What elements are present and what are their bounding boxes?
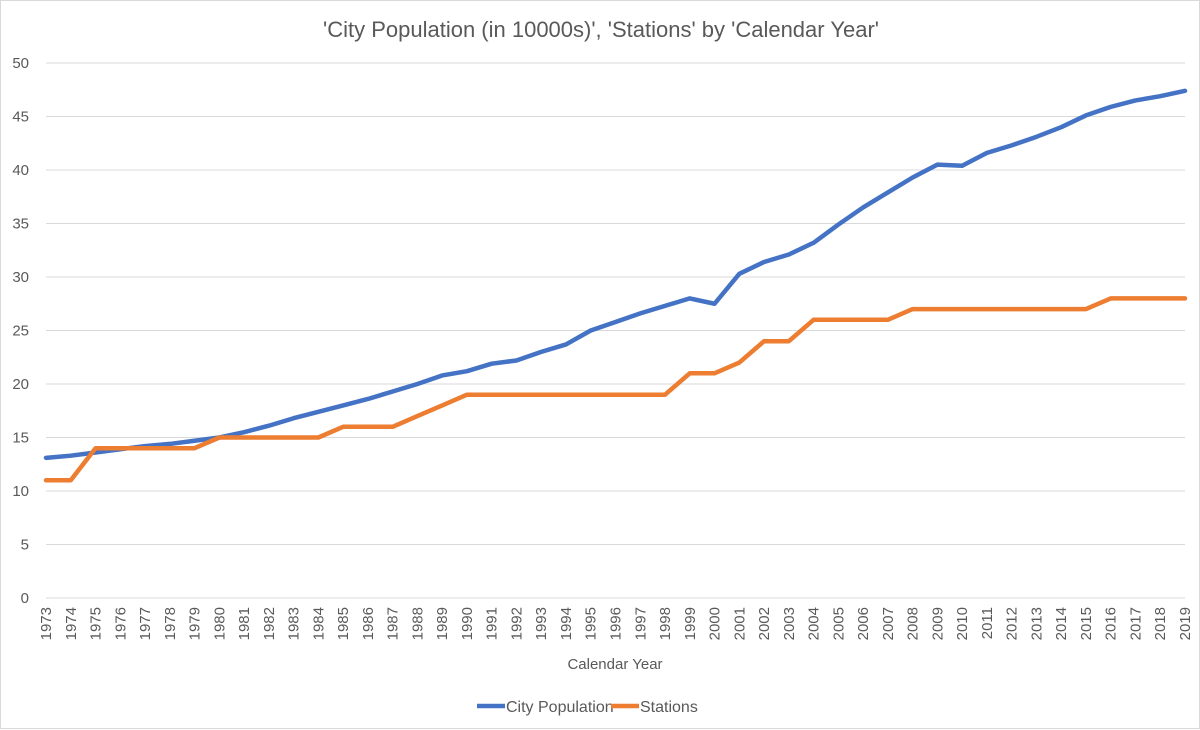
x-tick-label: 2014 xyxy=(1053,607,1070,640)
x-tick-label: 1997 xyxy=(632,607,649,640)
x-tick-label: 2000 xyxy=(707,607,724,640)
x-tick-label: 1999 xyxy=(682,607,699,640)
x-tick-label: 1995 xyxy=(583,607,600,640)
x-tick-label: 1996 xyxy=(608,607,625,640)
x-tick-label: 1993 xyxy=(533,607,550,640)
x-tick-label: 2011 xyxy=(979,607,996,639)
gridlines xyxy=(46,62,1185,599)
legend-label: Stations xyxy=(640,699,698,716)
x-tick-label: 1974 xyxy=(63,607,80,640)
x-tick-label: 1981 xyxy=(236,607,253,640)
x-tick-label: 1975 xyxy=(88,607,105,640)
series-line-stations xyxy=(43,296,1188,483)
x-tick-label: 1990 xyxy=(459,607,476,640)
y-tick-label: 45 xyxy=(12,109,29,126)
x-axis-ticks: 1973 1974 1975 1976 1977 1978 1979 1980 1981 1982… xyxy=(38,607,1194,640)
x-tick-label: 1987 xyxy=(385,607,402,640)
y-tick-label: 40 xyxy=(12,162,29,179)
chart-title: 'City Population (in 10000s)', 'Stations… xyxy=(323,17,879,42)
legend-item: Stations xyxy=(611,699,698,716)
x-tick-label: 2009 xyxy=(929,607,946,640)
x-tick-label: 1992 xyxy=(508,607,525,640)
x-tick-label: 2017 xyxy=(1127,607,1144,640)
series-lines xyxy=(43,88,1188,483)
x-tick-label: 2007 xyxy=(880,607,897,640)
x-tick-label: 1978 xyxy=(162,607,179,640)
x-tick-label: 2015 xyxy=(1078,607,1095,640)
y-tick-label: 0 xyxy=(21,590,29,607)
x-tick-label: 1991 xyxy=(484,607,501,640)
x-tick-label: 2008 xyxy=(905,607,922,640)
x-tick-label: 1998 xyxy=(657,607,674,640)
x-tick-label: 1989 xyxy=(434,607,451,640)
x-tick-label: 2010 xyxy=(954,607,971,640)
y-tick-label: 35 xyxy=(12,216,29,233)
x-tick-label: 1977 xyxy=(137,607,154,640)
x-tick-label: 2002 xyxy=(756,607,773,640)
x-tick-label: 1976 xyxy=(112,607,129,640)
y-tick-label: 50 xyxy=(12,55,29,72)
x-tick-label: 2003 xyxy=(781,607,798,640)
x-tick-label: 2013 xyxy=(1028,607,1045,640)
x-tick-label: 2006 xyxy=(855,607,872,640)
x-tick-label: 1994 xyxy=(558,607,575,640)
x-tick-label: 1983 xyxy=(286,607,303,640)
x-tick-label: 2001 xyxy=(731,607,748,640)
x-tick-label: 1980 xyxy=(211,607,228,640)
y-tick-label: 20 xyxy=(12,376,29,393)
x-tick-label: 2004 xyxy=(806,607,823,640)
x-tick-label: 1979 xyxy=(187,607,204,640)
x-tick-label: 1973 xyxy=(38,607,55,640)
x-tick-label: 2012 xyxy=(1004,607,1021,640)
legend-item: City Population xyxy=(477,699,614,716)
y-tick-label: 25 xyxy=(12,323,29,340)
y-tick-label: 10 xyxy=(12,483,29,500)
x-tick-label: 1986 xyxy=(360,607,377,640)
x-tick-label: 2019 xyxy=(1177,607,1194,640)
x-axis-title: Calendar Year xyxy=(567,656,662,673)
y-tick-label: 5 xyxy=(21,537,29,554)
legend: City Population Stations xyxy=(477,699,698,716)
x-tick-label: 2016 xyxy=(1103,607,1120,640)
legend-label: City Population xyxy=(506,699,614,716)
series-line-city-population xyxy=(43,88,1188,461)
y-axis-ticks: 0 5 10 15 20 25 30 35 40 45 50 xyxy=(12,55,29,607)
y-tick-label: 30 xyxy=(12,269,29,286)
x-tick-label: 1984 xyxy=(310,607,327,640)
x-tick-label: 2018 xyxy=(1152,607,1169,640)
x-tick-label: 1982 xyxy=(261,607,278,640)
y-tick-label: 15 xyxy=(12,430,29,447)
x-tick-label: 1988 xyxy=(409,607,426,640)
x-tick-label: 1985 xyxy=(335,607,352,640)
x-tick-label: 2005 xyxy=(830,607,847,640)
